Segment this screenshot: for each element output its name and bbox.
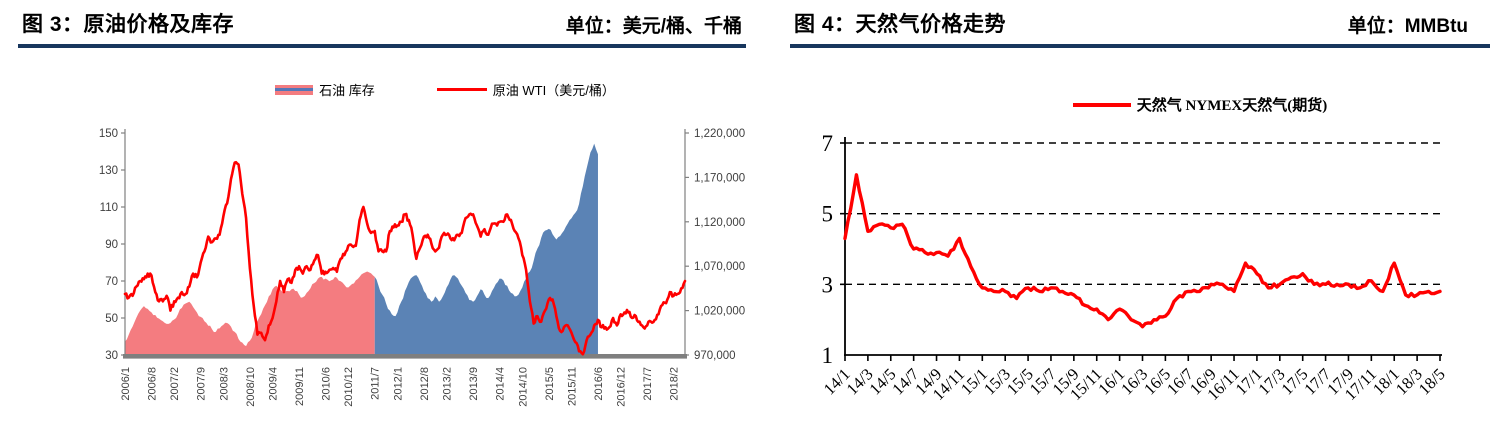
fig3-x-axis-baseline	[123, 354, 687, 359]
x-axis-tick-label: 2006/1	[120, 367, 132, 401]
inventory-area-pink	[125, 271, 375, 355]
x-axis-tick-label: 2016/12	[616, 367, 628, 407]
y-axis-tick-label: 7	[822, 131, 834, 156]
left-axis-tick-label: 90	[105, 239, 118, 251]
x-axis-tick-label: 2010/6	[321, 367, 333, 401]
fig3-left-axis-labels: 30 50 70 90 110 130 150	[99, 128, 125, 362]
fig3-chart-crude-oil-price-and-inventory: 30 50 70 90 110 130 150 970,000 1,020,000 1,070,0…	[99, 128, 745, 407]
inventory-area-series	[125, 143, 598, 355]
line-series-swatch-icon	[1072, 102, 1131, 107]
right-axis-tick-label: 1,170,000	[694, 172, 745, 184]
right-axis-tick-label: 1,220,000	[694, 128, 745, 140]
x-axis-tick-label: 2015/5	[544, 367, 556, 401]
right-axis-tick-label: 1,020,000	[694, 306, 745, 318]
legend-item: 天然气 NYMEX天然气(期货)	[1072, 94, 1328, 115]
right-axis-tick-label: 970,000	[694, 350, 736, 362]
left-axis-tick-label: 110	[100, 202, 118, 214]
fig3-right-axis-labels: 970,000 1,020,000 1,070,000 1,120,000 1,170,…	[685, 128, 745, 362]
legend-label: 天然气 NYMEX天然气(期货)	[1136, 98, 1328, 114]
left-axis-tick-label: 150	[99, 128, 118, 140]
x-axis-tick-label: 2014/10	[517, 367, 529, 407]
fig3-unit-label: 单位：美元/桶、千桶	[565, 16, 742, 37]
left-axis-tick-label: 30	[105, 350, 118, 362]
fig3-x-axis-labels: 2006/1 2006/8 2007/2 2007/9 2008/3 2008/10 200…	[120, 367, 681, 407]
fig4-chart-natural-gas-price: 1 3 5 7 14/114/314/514/714/914/1115/115/315/…	[820, 131, 1449, 404]
y-axis-tick-label: 1	[822, 343, 834, 368]
x-axis-tick-label: 2006/8	[146, 367, 158, 401]
fig4-x-axis-labels: 14/114/314/514/714/914/1115/115/315/515/…	[820, 355, 1449, 404]
x-axis-tick-label: 2012/1	[392, 367, 404, 401]
x-axis-tick-label: 2018/2	[669, 367, 681, 401]
left-axis-tick-label: 70	[105, 276, 118, 288]
x-axis-tick-label: 2012/8	[419, 367, 431, 401]
x-axis-tick-label: 2014/4	[495, 367, 507, 401]
legend-label: 石油 库存	[319, 83, 375, 98]
x-axis-tick-label: 18/5	[1415, 364, 1449, 398]
x-axis-tick-label: 2010/12	[343, 367, 355, 407]
x-axis-tick-label: 2008/3	[218, 367, 230, 401]
wti-price-line	[123, 160, 687, 356]
x-axis-tick-label: 2007/2	[169, 367, 181, 401]
x-axis-tick-label: 2009/11	[294, 367, 306, 406]
legend-item: 石油 库存	[275, 80, 375, 99]
y-axis-tick-label: 3	[822, 272, 834, 297]
fig3-axes	[123, 129, 687, 359]
x-axis-tick-label: 2008/10	[245, 367, 257, 407]
fig4-axes	[844, 137, 1442, 356]
fig3-legend: 石油 库存 原油 WTI（美元/桶）	[150, 80, 740, 99]
fig4-header: 图 4：天然气价格走势 单位：MMBtu	[790, 6, 1490, 48]
natural-gas-price-line	[843, 173, 1442, 329]
x-axis-tick-label: 2017/7	[642, 367, 654, 401]
line-series-swatch-icon	[436, 88, 487, 91]
fig4-y-axis-labels: 1 3 5 7	[822, 131, 845, 368]
legend-area-inner-line-icon	[275, 88, 314, 91]
inventory-area-blue	[374, 143, 598, 355]
fig3-title: 图 3：原油价格及库存	[22, 13, 235, 36]
inventory-area-swatch-icon	[275, 84, 314, 95]
fig4-unit-label: 单位：MMBtu	[1347, 16, 1468, 37]
left-axis-tick-label: 130	[99, 165, 118, 177]
x-axis-tick-label: 2007/9	[196, 367, 208, 401]
right-axis-tick-label: 1,120,000	[694, 217, 745, 229]
x-axis-tick-label: 2016/6	[593, 367, 605, 401]
fig4-legend: 天然气 NYMEX天然气(期货)	[900, 94, 1500, 115]
x-axis-tick-label: 2015/11	[566, 367, 578, 406]
fig3-header: 图 3：原油价格及库存 单位：美元/桶、千桶	[18, 6, 746, 48]
x-axis-tick-label: 2011/7	[370, 367, 382, 400]
y-axis-tick-label: 5	[822, 202, 834, 227]
right-axis-tick-label: 1,070,000	[694, 261, 745, 273]
legend-item: 原油 WTI（美元/桶）	[436, 80, 615, 99]
x-axis-tick-label: 2013/2	[442, 367, 454, 401]
fig4-title: 图 4：天然气价格走势	[794, 13, 1007, 36]
x-axis-tick-label: 2013/9	[468, 367, 480, 401]
left-axis-tick-label: 50	[105, 313, 118, 325]
x-axis-tick-label: 2009/4	[268, 367, 280, 401]
fig4-gridlines	[845, 142, 1440, 286]
legend-label: 原油 WTI（美元/桶）	[492, 83, 615, 98]
